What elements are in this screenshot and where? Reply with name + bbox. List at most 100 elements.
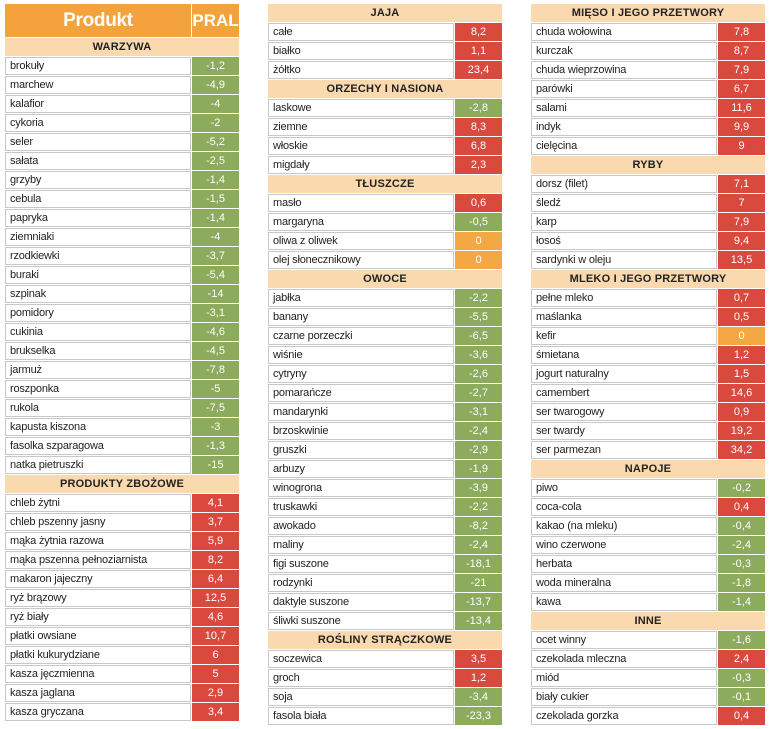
pral-value: 13,5 [718,251,765,269]
product-name: gruszki [268,441,454,459]
table-row: fasolka szparagowa -1,3 [5,437,239,455]
product-name: włoskie [268,137,454,155]
product-name: cukinia [5,323,191,341]
table-row: włoskie 6,8 [268,137,502,155]
table-row: kasza jaglana 2,9 [5,684,239,702]
table-row: soczewica 3,5 [268,650,502,668]
pral-value: -4,9 [192,76,239,94]
product-name: karp [531,213,717,231]
table-row: szpinak -14 [5,285,239,303]
pral-value: 12,5 [192,589,239,607]
product-name: ocet winny [531,631,717,649]
pral-value: 9,9 [718,118,765,136]
product-name: śliwki suszone [268,612,454,630]
pral-value: -3,7 [192,247,239,265]
pral-value: -18,1 [455,555,502,573]
table-row: karp 7,9 [531,213,765,231]
table-row: rzodkiewki -3,7 [5,247,239,265]
pral-value: 1,2 [718,346,765,364]
section-header-warzywa: WARZYWA [5,38,239,56]
table-row: parówki 6,7 [531,80,765,98]
product-name: kakao (na mleku) [531,517,717,535]
product-name: winogrona [268,479,454,497]
table-row: mąka żytnia razowa 5,9 [5,532,239,550]
table-row: łosoś 9,4 [531,232,765,250]
table-row: seler -5,2 [5,133,239,151]
pral-value: 7,8 [718,23,765,41]
pral-value: -0,1 [718,688,765,706]
table-row: woda mineralna -1,8 [531,574,765,592]
product-name: pomidory [5,304,191,322]
product-name: brukselka [5,342,191,360]
pral-header: PRAL [192,4,239,37]
pral-value: 4,6 [192,608,239,626]
table-row: żółtko 23,4 [268,61,502,79]
product-name: buraki [5,266,191,284]
table-row: margaryna -0,5 [268,213,502,231]
table-row: roszponka -5 [5,380,239,398]
pral-value: -7,5 [192,399,239,417]
pral-value: -2,2 [455,289,502,307]
product-name: płatki kukurydziane [5,646,191,664]
product-name: wiśnie [268,346,454,364]
pral-value: -1,5 [192,190,239,208]
pral-value: -1,4 [718,593,765,611]
table-row: wiśnie -3,6 [268,346,502,364]
pral-value: 8,7 [718,42,765,60]
pral-value: 7,1 [718,175,765,193]
pral-value: 0,6 [455,194,502,212]
table-row: białko 1,1 [268,42,502,60]
table-row: daktyle suszone -13,7 [268,593,502,611]
product-name: banany [268,308,454,326]
section-header-ryby: RYBY [531,156,765,174]
pral-value: 0 [455,251,502,269]
pral-value: -3 [192,418,239,436]
product-name: czekolada gorzka [531,707,717,725]
table-row: płatki kukurydziane 6 [5,646,239,664]
product-name: kawa [531,593,717,611]
section-header-rosliny-straczkowe: ROŚLINY STRĄCZKOWE [268,631,502,649]
table-row: sardynki w oleju 13,5 [531,251,765,269]
table-row: kasza gryczana 3,4 [5,703,239,721]
pral-value: -1,9 [455,460,502,478]
pral-value: -8,2 [455,517,502,535]
product-name: chleb żytni [5,494,191,512]
product-name: fasola biała [268,707,454,725]
product-name: całe [268,23,454,41]
table-row: dorsz (filet) 7,1 [531,175,765,193]
table-row: ser twardy 19,2 [531,422,765,440]
product-name: margaryna [268,213,454,231]
table-row: winogrona -3,9 [268,479,502,497]
table-row: mąka pszenna pełnoziarnista 8,2 [5,551,239,569]
product-name: sałata [5,152,191,170]
table-row: salami 11,6 [531,99,765,117]
pral-value: -5 [192,380,239,398]
pral-value: -23,3 [455,707,502,725]
product-name: miód [531,669,717,687]
column-3: MIĘSO I JEGO PRZETWORY chuda wołowina 7,8 k… [531,4,765,726]
product-name: ryż brązowy [5,589,191,607]
table-row: kefir 0 [531,327,765,345]
pral-value: 5,9 [192,532,239,550]
table-row: kurczak 8,7 [531,42,765,60]
column-2: JAJA całe 8,2 białko 1,1 żółtko 23,4 ORZECHY I … [268,4,502,726]
product-name: śmietana [531,346,717,364]
product-name: pomarańcze [268,384,454,402]
product-name: kurczak [531,42,717,60]
table-row: rodzynki -21 [268,574,502,592]
pral-value: 19,2 [718,422,765,440]
product-name: kasza jęczmienna [5,665,191,683]
table-row: laskowe -2,8 [268,99,502,117]
product-name: cielęcina [531,137,717,155]
pral-value: 34,2 [718,441,765,459]
pral-value: -0,4 [718,517,765,535]
pral-value: -3,1 [192,304,239,322]
table-row: maliny -2,4 [268,536,502,554]
pral-value: 3,5 [455,650,502,668]
column-2-body: JAJA całe 8,2 białko 1,1 żółtko 23,4 ORZECHY I … [268,4,502,725]
pral-value: -1,4 [192,209,239,227]
product-name: czekolada mleczna [531,650,717,668]
product-name: awokado [268,517,454,535]
product-name: seler [5,133,191,151]
product-name: migdały [268,156,454,174]
